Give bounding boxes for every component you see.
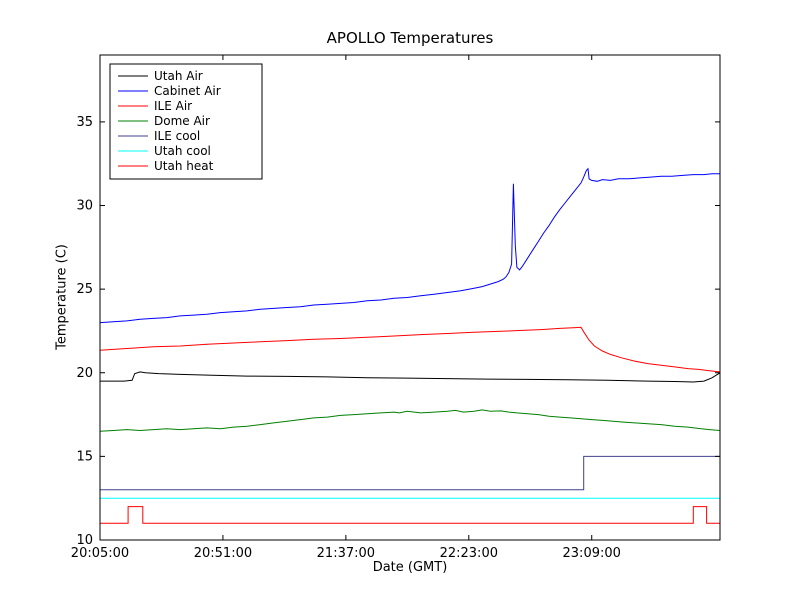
legend-label: Utah Air — [154, 69, 203, 83]
y-tick-label: 25 — [76, 282, 93, 297]
series-line-ile-air — [99, 326, 721, 373]
y-tick-label: 30 — [76, 199, 93, 214]
x-tick-label: 22:23:00 — [440, 546, 498, 561]
x-axis-label: Date (GMT) — [372, 560, 448, 575]
series-line-utah-heat — [100, 506, 720, 524]
y-tick-label: 10 — [76, 533, 93, 548]
y-tick-label: 35 — [76, 115, 93, 130]
chart-title: APOLLO Temperatures — [326, 29, 494, 47]
y-tick-label: 15 — [76, 449, 93, 464]
series-line-cabinet-air — [99, 167, 720, 324]
series-line-utah-air — [100, 371, 721, 383]
x-tick-label: 23:09:00 — [563, 546, 621, 561]
legend-label: ILE Air — [154, 99, 192, 113]
axes-frame — [99, 54, 721, 541]
series-line-ile-cool — [100, 455, 720, 491]
legend-label: Utah cool — [154, 144, 211, 158]
x-tick-label: 20:05:00 — [71, 546, 129, 561]
legend-label: Utah heat — [154, 159, 214, 173]
legend-label: ILE cool — [154, 129, 200, 143]
legend-label: Cabinet Air — [154, 84, 221, 98]
y-axis-label: Temperature (C) — [54, 244, 70, 350]
series-line-dome-air — [99, 409, 721, 432]
y-tick-label: 20 — [76, 366, 93, 381]
legend-label: Dome Air — [154, 114, 210, 128]
x-tick-label: 20:51:00 — [194, 546, 252, 561]
x-tick-label: 21:37:00 — [317, 546, 375, 561]
